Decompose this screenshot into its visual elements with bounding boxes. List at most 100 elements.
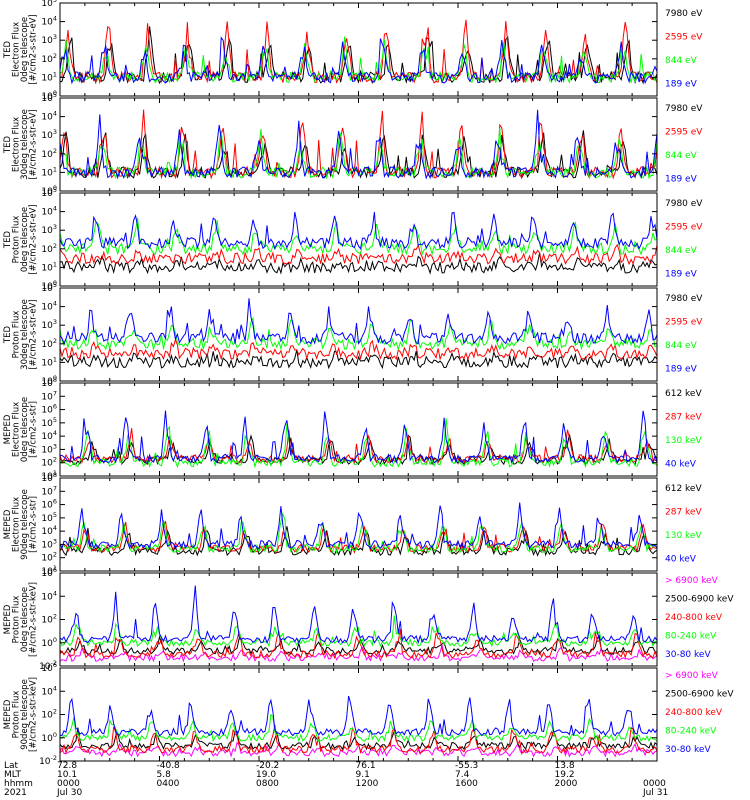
y-axis-label-line: TED: [3, 40, 13, 59]
y-tick-label: 104: [41, 589, 57, 602]
y-axis-label-line: MEPED: [3, 509, 13, 539]
series-line-8-3: [59, 725, 658, 755]
time-axis-value: 13.8: [555, 761, 575, 771]
y-axis-label-line: Proton Flux: [12, 596, 22, 644]
series-line-6-2: [59, 520, 658, 554]
y-tick-label: 106: [41, 566, 57, 579]
y-axis-label-line: 90deg telescope: [20, 679, 30, 750]
legend-entry: 7980 eV: [665, 294, 703, 304]
legend-entry: 612 keV: [665, 484, 702, 494]
series-line-7-2: [59, 634, 658, 656]
series-line-2-2: [59, 109, 658, 180]
series-line-3-4: [59, 211, 658, 251]
legend-entry: 80-240 keV: [665, 632, 717, 642]
series-line-1-3: [59, 36, 658, 84]
legend-entry: 844 eV: [665, 341, 698, 351]
series-line-7-5: [59, 585, 658, 645]
legend-entry: 30-80 keV: [665, 745, 711, 755]
series-line-1-1: [59, 26, 658, 85]
y-axis-label-line: [#/cm2-s-str-keV]: [29, 677, 39, 752]
y-tick-label: 102: [41, 456, 57, 469]
time-axis-value: 2000: [555, 779, 578, 789]
legend-entry: 30-80 keV: [665, 650, 711, 660]
y-axis-label-line: [#/cm2-s-str-eV]: [29, 109, 39, 179]
series-line-4-4: [59, 298, 658, 345]
series-line-7-1: [59, 643, 658, 663]
panel-frame: [59, 477, 658, 572]
time-axis-value: 1200: [356, 779, 379, 789]
y-tick-label: 102: [41, 613, 57, 626]
legend-entry: > 6900 keV: [665, 576, 719, 586]
time-axis-value: 76.1: [356, 761, 376, 771]
time-axis-value: -20.2: [256, 761, 279, 771]
time-axis-value: Jul 30: [56, 788, 82, 798]
y-tick-label: 100: [41, 636, 57, 649]
legend-entry: 7980 eV: [665, 199, 703, 209]
time-axis-value: -55.3: [455, 761, 478, 771]
legend-entry: 189 eV: [665, 80, 698, 90]
y-tick-label: 10-2: [39, 754, 57, 767]
series-line-5-4: [60, 410, 658, 465]
y-tick-label: 107: [41, 389, 57, 402]
y-tick-label: 100: [41, 89, 57, 102]
y-tick-label: 101: [41, 469, 57, 482]
series-line-7-3: [59, 628, 658, 660]
y-tick-label: 100: [41, 184, 57, 197]
series-line-3-3: [59, 217, 658, 256]
y-tick-label: 103: [41, 33, 57, 46]
time-axis-row-label: Lat: [4, 761, 19, 771]
legend-entry: 40 keV: [665, 460, 697, 470]
y-tick-label: 100: [41, 374, 57, 387]
legend-entry: 80-240 keV: [665, 727, 717, 737]
y-tick-label: 106: [41, 403, 57, 416]
time-axis-value: 19.2: [555, 770, 575, 780]
y-tick-label: 106: [41, 498, 57, 511]
y-tick-label: 101: [41, 70, 57, 83]
time-axis-value: 5.8: [157, 770, 172, 780]
panel-frame: [59, 192, 658, 287]
y-tick-label: 108: [41, 471, 57, 484]
series-line-6-1: [59, 526, 658, 557]
y-axis-label-line: 0deg telescope: [20, 587, 30, 652]
y-tick-label: 104: [41, 110, 57, 123]
legend-entry: 40 keV: [665, 555, 697, 565]
legend-entry: 240-800 keV: [665, 613, 723, 623]
y-axis-label-line: Proton Flux: [12, 311, 22, 359]
y-axis-label-line: Proton Flux: [12, 216, 22, 264]
y-tick-label: 105: [41, 0, 57, 9]
y-tick-label: 104: [41, 684, 57, 697]
y-axis-label-line: 0deg telescope: [20, 17, 30, 82]
y-axis-label-line: [#/cm2-s-str]: [29, 496, 39, 553]
legend-entry: 189 eV: [665, 270, 698, 280]
y-tick-label: 10-2: [39, 659, 57, 672]
y-axis-label-line: 30deg telescope: [20, 109, 30, 180]
y-tick-label: 103: [41, 223, 57, 236]
y-axis-label-line: Proton Flux: [12, 691, 22, 739]
time-axis-row-label: hhmm: [4, 779, 33, 789]
series-line-4-1: [59, 349, 658, 370]
legend-entry: 2595 eV: [665, 223, 703, 233]
y-axis-label-line: [#/cm2-s-str]: [29, 401, 39, 458]
y-tick-label: 106: [41, 661, 57, 674]
y-axis-label-line: MEPED: [3, 699, 13, 729]
y-axis-label-line: [#/cm2-s-str-keV]: [29, 582, 39, 657]
legend-entry: 2595 eV: [665, 318, 703, 328]
y-tick-label: 101: [41, 165, 57, 178]
y-axis-label-line: MEPED: [3, 414, 13, 444]
y-axis-label-line: 0deg telescope: [20, 397, 30, 462]
y-axis-label-line: Electron Flux: [12, 497, 22, 552]
y-tick-label: 102: [41, 708, 57, 721]
legend-entry: > 6900 keV: [665, 671, 719, 681]
y-axis-label-line: [#/cm2-s-str-eV]: [29, 299, 39, 369]
legend-entry: 7980 eV: [665, 104, 703, 114]
y-tick-label: 105: [41, 511, 57, 524]
series-line-6-3: [59, 512, 658, 555]
y-tick-label: 103: [41, 442, 57, 455]
time-axis-value: 0800: [256, 779, 279, 789]
y-axis-label-line: Electron Flux: [12, 117, 22, 172]
y-tick-label: 105: [41, 91, 57, 104]
series-line-4-2: [59, 338, 658, 361]
